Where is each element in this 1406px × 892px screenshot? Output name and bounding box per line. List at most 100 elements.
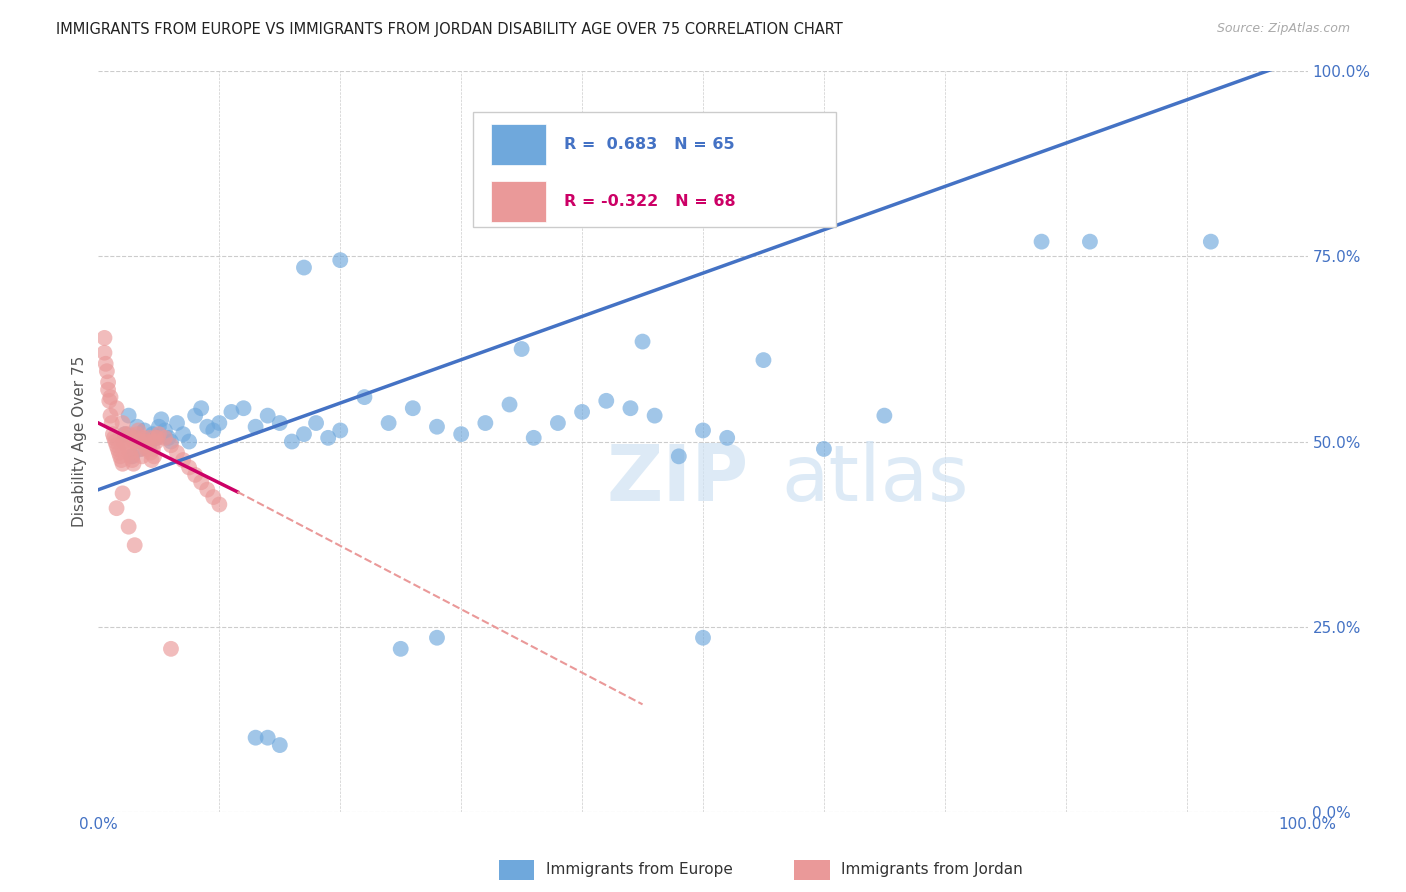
Point [153, 424, 176, 438]
Point [232, 401, 254, 416]
Point [118, 427, 141, 442]
Point [172, 427, 194, 442]
Point [142, 442, 165, 456]
Point [146, 431, 169, 445]
Point [190, 475, 212, 490]
Point [269, 738, 291, 752]
Text: Source: ZipAtlas.com: Source: ZipAtlas.com [1216, 22, 1350, 36]
Point [139, 445, 162, 459]
Text: atlas: atlas [782, 441, 969, 516]
Bar [492, 181, 546, 222]
Text: IMMIGRANTS FROM EUROPE VS IMMIGRANTS FROM JORDAN DISABILITY AGE OVER 75 CORRELAT: IMMIGRANTS FROM EUROPE VS IMMIGRANTS FRO… [56, 22, 844, 37]
Point [132, 431, 155, 445]
Point [121, 453, 143, 467]
Point [141, 453, 163, 467]
Point [269, 416, 291, 430]
Point [692, 424, 714, 438]
Point [111, 486, 134, 500]
Point [114, 427, 136, 442]
Point [644, 409, 666, 423]
Point [208, 498, 231, 512]
Point [202, 424, 225, 438]
Bar [492, 124, 546, 164]
Point [118, 519, 141, 533]
Point [127, 424, 149, 438]
Point [571, 405, 593, 419]
Point [426, 631, 449, 645]
Point [105, 438, 128, 452]
Point [195, 419, 218, 434]
Point [184, 467, 207, 482]
Point [112, 434, 135, 449]
Point [547, 416, 569, 430]
Point [135, 442, 157, 456]
Point [134, 434, 156, 449]
Text: ZIP: ZIP [606, 441, 748, 516]
Point [108, 445, 131, 459]
Point [145, 431, 167, 445]
Point [1078, 235, 1101, 249]
Point [110, 453, 132, 467]
Point [127, 427, 149, 442]
Point [716, 431, 738, 445]
Point [353, 390, 375, 404]
Point [93, 345, 115, 359]
Point [121, 450, 143, 464]
Point [101, 427, 124, 442]
Point [128, 434, 150, 449]
Point [1199, 235, 1222, 249]
Point [124, 538, 146, 552]
Point [104, 434, 127, 449]
Point [245, 731, 267, 745]
Point [150, 412, 173, 426]
Point [157, 431, 180, 445]
Point [510, 342, 533, 356]
Point [93, 331, 115, 345]
Point [245, 419, 267, 434]
Point [97, 383, 120, 397]
Point [426, 419, 449, 434]
Point [153, 431, 176, 445]
Point [813, 442, 835, 456]
Point [160, 438, 183, 452]
Point [474, 416, 496, 430]
Point [316, 431, 339, 445]
Point [118, 445, 141, 459]
Point [145, 434, 167, 449]
Point [281, 434, 304, 449]
Point [100, 390, 122, 404]
Point [377, 416, 399, 430]
Point [138, 438, 160, 452]
Point [692, 631, 714, 645]
Point [100, 416, 122, 430]
Point [142, 427, 165, 442]
Point [122, 457, 145, 471]
Point [595, 393, 617, 408]
Point [202, 490, 225, 504]
Point [117, 438, 139, 452]
Point [256, 409, 278, 423]
Point [124, 431, 146, 445]
Point [402, 401, 425, 416]
Point [179, 434, 201, 449]
Point [124, 434, 146, 449]
Point [129, 442, 152, 456]
Point [118, 442, 141, 456]
Point [96, 364, 118, 378]
Point [752, 353, 775, 368]
Point [111, 416, 134, 430]
Point [103, 431, 125, 445]
Point [523, 431, 546, 445]
Point [111, 457, 134, 471]
Bar [474, 112, 837, 227]
Point [329, 424, 352, 438]
Point [136, 434, 159, 449]
Point [873, 409, 896, 423]
Point [668, 450, 690, 464]
Point [292, 427, 315, 442]
Point [190, 401, 212, 416]
Point [179, 460, 201, 475]
Point [124, 434, 146, 449]
Text: R = -0.322   N = 68: R = -0.322 N = 68 [564, 194, 735, 209]
Point [143, 431, 166, 445]
